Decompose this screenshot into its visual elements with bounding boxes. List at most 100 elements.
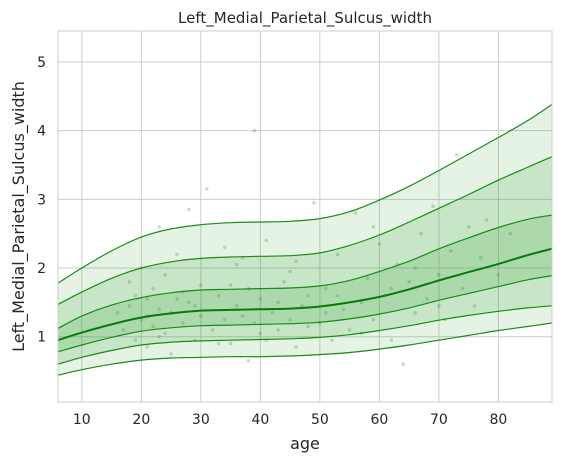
scatter-point (312, 201, 316, 205)
scatter-point (228, 341, 233, 346)
y-axis-title: Left_Medial_Parietal_Sulcus_width (9, 81, 29, 352)
scatter-point (335, 293, 340, 298)
scatter-point (193, 304, 197, 308)
x-tick-label: 30 (192, 412, 210, 428)
x-tick-label: 10 (73, 412, 91, 428)
x-tick-label: 20 (132, 412, 150, 428)
scatter-point (294, 345, 298, 349)
scatter-point (347, 328, 352, 332)
percentile-lines (57, 103, 553, 376)
x-tick-label: 70 (430, 412, 448, 428)
scatter-point (288, 317, 292, 322)
scatter-point (151, 286, 155, 291)
scatter-point (341, 307, 346, 312)
scatter-point (175, 297, 179, 301)
scatter-point (127, 280, 132, 284)
scatter-point (437, 273, 441, 277)
scatter-point (371, 225, 376, 229)
x-axis-title: age (290, 434, 320, 453)
x-tick-label: 60 (370, 412, 388, 428)
scatter-point (508, 231, 513, 236)
x-tick-label: 50 (311, 412, 329, 428)
scatter-point (401, 362, 406, 367)
scatter-point (466, 225, 471, 229)
scatter-point (282, 280, 287, 284)
scatter-point (246, 359, 251, 363)
scatter-point (133, 293, 138, 298)
y-tick-labels: 1 2 3 4 5 (37, 55, 46, 346)
scatter-point (234, 262, 239, 267)
scatter-point (222, 245, 227, 250)
percentile-line (57, 305, 553, 365)
scatter-point (127, 304, 132, 308)
scatter-point (306, 324, 310, 329)
y-tick-label: 5 (37, 55, 46, 71)
scatter-point (264, 238, 269, 243)
scatter-point (472, 304, 477, 308)
scatter-point (389, 286, 394, 291)
scatter-point (425, 297, 429, 301)
scatter-point (234, 304, 239, 308)
scatter-point (294, 259, 298, 264)
scatter-point (175, 252, 179, 257)
y-tick-label: 1 (37, 330, 46, 346)
scatter-point (157, 334, 161, 339)
percentile-line (57, 214, 553, 330)
scatter-point (413, 266, 417, 270)
percentile-band (58, 104, 552, 376)
percentile-line (57, 275, 553, 353)
scatter-point (276, 328, 281, 332)
scatter-point (496, 273, 501, 277)
grid (58, 31, 552, 402)
scatter-point (324, 286, 328, 291)
scatter-point (371, 317, 376, 322)
percentile-band (58, 215, 552, 352)
scatter-point (460, 286, 465, 291)
scatter-point (163, 273, 167, 277)
scatter-point (252, 321, 257, 325)
scatter-point (353, 211, 358, 215)
plot-frame (57, 30, 553, 403)
scatter-point (163, 331, 167, 336)
y-tick-label: 4 (37, 124, 46, 140)
percentile-line (57, 103, 553, 284)
scatter-point (228, 283, 233, 288)
scatter-point (455, 152, 459, 157)
scatter-point (377, 242, 382, 246)
scatter-point (157, 225, 161, 229)
scatter-point (413, 310, 417, 315)
scatter-point (449, 249, 453, 253)
scatter-point (157, 307, 161, 312)
scatter-point (205, 187, 209, 191)
x-tick-label: 80 (490, 412, 508, 428)
y-tick-label: 3 (37, 192, 46, 208)
scatter-point (258, 331, 263, 336)
x-tick-label: 40 (251, 412, 269, 428)
scatter-point (145, 345, 150, 349)
scatter-point (306, 293, 310, 298)
scatter-point (270, 310, 275, 315)
chart-title: Left_Medial_Parietal_Sulcus_width (178, 9, 432, 28)
scatter-point (151, 324, 155, 329)
scatter-point (484, 218, 489, 222)
y-tick-label: 2 (37, 261, 46, 277)
scatter-point (169, 352, 173, 356)
scatter-point (210, 328, 215, 332)
scatter-point (437, 304, 441, 308)
scatter-point (478, 255, 483, 260)
percentile-line (57, 156, 553, 305)
median-line (57, 247, 553, 342)
scatter-point (288, 269, 292, 274)
scatter-point (419, 231, 423, 236)
scatter-point (199, 283, 203, 288)
scatter-point (335, 252, 340, 257)
scatter-point (181, 321, 185, 325)
scatter-point (187, 300, 191, 305)
scatter-point (365, 276, 370, 281)
scatter-point (407, 280, 412, 284)
percentile-line (57, 322, 553, 376)
scatter-point (216, 341, 221, 346)
scatter-point (139, 317, 144, 322)
